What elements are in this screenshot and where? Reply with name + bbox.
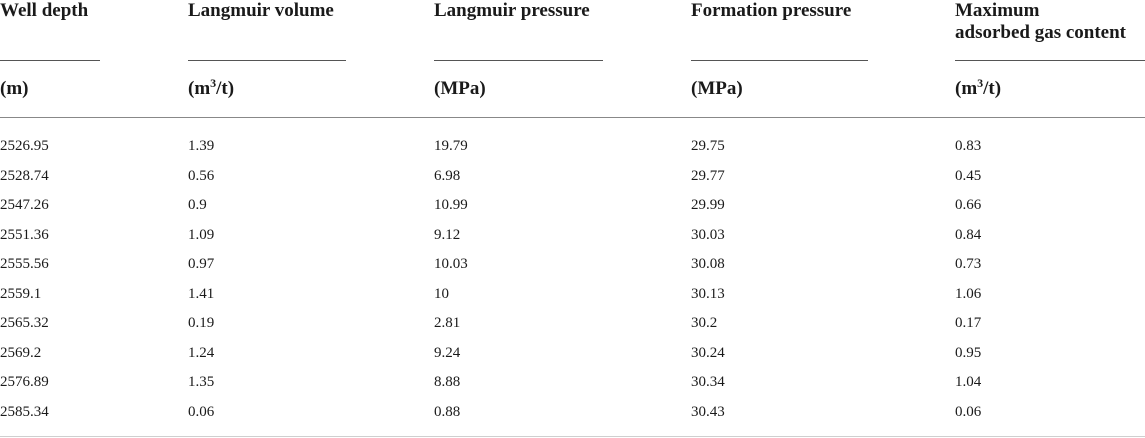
cell-well-depth: 2569.2 — [0, 345, 42, 361]
cell-well-depth: 2576.89 — [0, 374, 49, 390]
header-rule-well-depth — [0, 60, 100, 61]
header-max-adsorbed-gas: Maximum adsorbed gas content — [955, 0, 1126, 44]
header-well-depth: Well depth — [0, 0, 89, 21]
cell-langmuir-volume: 0.9 — [188, 197, 207, 213]
header-max-adsorbed-gas-line2: adsorbed gas content — [955, 22, 1127, 43]
cell-well-depth: 2551.36 — [0, 227, 49, 243]
unit-formation-pressure: (MPa) — [691, 78, 743, 99]
unit-max-adsorbed-gas: (m3/t) — [955, 76, 1002, 99]
cell-well-depth: 2547.26 — [0, 197, 49, 213]
cell-formation-pressure: 29.75 — [691, 138, 725, 154]
cell-max-adsorbed-gas: 0.83 — [955, 138, 982, 154]
table-row: 2569.2 1.24 9.24 30.24 0.95 — [0, 344, 1145, 362]
cell-formation-pressure: 30.2 — [691, 315, 718, 331]
table-row: 2547.26 0.9 10.99 29.99 0.66 — [0, 196, 1145, 214]
cell-max-adsorbed-gas: 0.66 — [955, 197, 982, 213]
table-row: 2528.74 0.56 6.98 29.77 0.45 — [0, 167, 1145, 185]
table-row: 2585.34 0.06 0.88 30.43 0.06 — [0, 403, 1145, 421]
cell-langmuir-pressure: 10 — [434, 286, 449, 302]
cell-langmuir-volume: 0.19 — [188, 315, 215, 331]
header-rule-formation-pressure — [691, 60, 868, 61]
header-formation-pressure: Formation pressure — [691, 0, 852, 21]
header-rule-max-adsorbed-gas — [955, 60, 1145, 61]
cell-langmuir-volume: 0.56 — [188, 168, 215, 184]
cell-formation-pressure: 30.13 — [691, 286, 725, 302]
table-row: 2526.95 1.39 19.79 29.75 0.83 — [0, 137, 1145, 155]
cell-langmuir-volume: 1.09 — [188, 227, 215, 243]
table-bottom-rule — [0, 436, 1145, 437]
header-rule-langmuir-volume — [188, 60, 346, 61]
cell-max-adsorbed-gas: 1.06 — [955, 286, 982, 302]
cell-langmuir-volume: 1.41 — [188, 286, 215, 302]
header-rule-langmuir-pressure — [434, 60, 603, 61]
cell-formation-pressure: 30.43 — [691, 404, 725, 420]
cell-formation-pressure: 29.99 — [691, 197, 725, 213]
cell-max-adsorbed-gas: 0.84 — [955, 227, 982, 243]
table-row: 2565.32 0.19 2.81 30.2 0.17 — [0, 314, 1145, 332]
unit-well-depth: (m) — [0, 78, 29, 99]
cell-formation-pressure: 30.34 — [691, 374, 725, 390]
cell-langmuir-pressure: 2.81 — [434, 315, 461, 331]
cell-well-depth: 2559.1 — [0, 286, 42, 302]
unit-langmuir-volume: (m3/t) — [188, 76, 235, 99]
cell-formation-pressure: 29.77 — [691, 168, 725, 184]
cell-langmuir-volume: 0.06 — [188, 404, 215, 420]
cell-langmuir-volume: 0.97 — [188, 256, 215, 272]
unit-langmuir-pressure: (MPa) — [434, 78, 486, 99]
cell-max-adsorbed-gas: 0.73 — [955, 256, 982, 272]
table-row: 2551.36 1.09 9.12 30.03 0.84 — [0, 226, 1145, 244]
cell-langmuir-pressure: 19.79 — [434, 138, 468, 154]
cell-well-depth: 2526.95 — [0, 138, 49, 154]
table-row: 2555.56 0.97 10.03 30.08 0.73 — [0, 255, 1145, 273]
cell-well-depth: 2555.56 — [0, 256, 49, 272]
cell-langmuir-volume: 1.39 — [188, 138, 215, 154]
cell-langmuir-pressure: 10.03 — [434, 256, 468, 272]
cell-well-depth: 2565.32 — [0, 315, 49, 331]
cell-langmuir-pressure: 9.24 — [434, 345, 461, 361]
cell-langmuir-pressure: 6.98 — [434, 168, 461, 184]
header-bottom-rule — [0, 117, 1145, 118]
cell-max-adsorbed-gas: 0.95 — [955, 345, 982, 361]
header-max-adsorbed-gas-line1: Maximum — [955, 0, 1040, 21]
cell-langmuir-pressure: 0.88 — [434, 404, 461, 420]
table-row: 2576.89 1.35 8.88 30.34 1.04 — [0, 373, 1145, 391]
cell-well-depth: 2585.34 — [0, 404, 49, 420]
cell-formation-pressure: 30.08 — [691, 256, 725, 272]
header-langmuir-pressure: Langmuir pressure — [434, 0, 590, 21]
cell-langmuir-volume: 1.24 — [188, 345, 215, 361]
cell-max-adsorbed-gas: 1.04 — [955, 374, 982, 390]
cell-max-adsorbed-gas: 0.06 — [955, 404, 982, 420]
cell-max-adsorbed-gas: 0.17 — [955, 315, 982, 331]
cell-well-depth: 2528.74 — [0, 168, 49, 184]
table-row: 2559.1 1.41 10 30.13 1.06 — [0, 285, 1145, 303]
cell-formation-pressure: 30.03 — [691, 227, 725, 243]
cell-langmuir-pressure: 10.99 — [434, 197, 468, 213]
cell-max-adsorbed-gas: 0.45 — [955, 168, 982, 184]
header-langmuir-volume: Langmuir volume — [188, 0, 334, 21]
cell-formation-pressure: 30.24 — [691, 345, 725, 361]
cell-langmuir-pressure: 9.12 — [434, 227, 461, 243]
cell-langmuir-pressure: 8.88 — [434, 374, 461, 390]
cell-langmuir-volume: 1.35 — [188, 374, 215, 390]
